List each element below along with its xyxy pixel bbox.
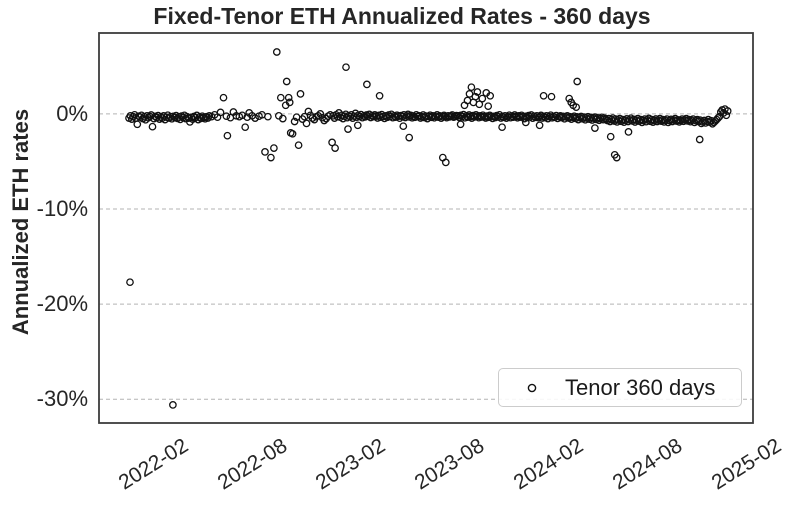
- data-point: [270, 144, 278, 152]
- plot-border: [98, 32, 754, 424]
- data-point: [314, 111, 323, 120]
- data-point: [695, 135, 704, 144]
- data-point: [714, 114, 722, 122]
- data-point: [715, 112, 724, 121]
- data-point: [241, 123, 250, 132]
- data-point: [296, 90, 305, 98]
- data-point: [599, 115, 608, 124]
- data-point: [328, 138, 336, 147]
- data-point: [353, 121, 362, 130]
- data-point: [539, 91, 548, 100]
- data-point: [624, 128, 633, 136]
- data-point: [284, 93, 293, 102]
- data-point: [169, 401, 177, 409]
- data-point: [547, 92, 556, 101]
- data-point: [344, 125, 352, 133]
- y-tick-label: -20%: [36, 291, 88, 317]
- data-point: [471, 92, 480, 101]
- data-point: [723, 107, 732, 115]
- data-point: [133, 120, 142, 129]
- legend: Tenor 360 days: [498, 368, 742, 407]
- data-point: [565, 94, 574, 103]
- legend-open-circle-icon: [527, 383, 537, 392]
- data-point: [238, 111, 247, 120]
- data-point: [251, 114, 259, 122]
- data-point: [276, 93, 285, 102]
- data-point: [331, 144, 339, 152]
- data-point: [272, 48, 281, 56]
- data-point: [498, 123, 506, 132]
- y-tick-label: -30%: [36, 386, 88, 412]
- data-point: [302, 119, 311, 128]
- data-point: [465, 90, 474, 98]
- data-point: [478, 94, 487, 103]
- data-point: [606, 132, 615, 141]
- data-point: [441, 158, 450, 167]
- chart-title: Fixed-Tenor ETH Annualized Rates - 360 d…: [153, 3, 651, 29]
- data-point: [612, 153, 621, 162]
- data-point: [282, 77, 291, 86]
- data-point: [148, 122, 157, 131]
- data-point: [264, 112, 272, 121]
- data-point: [535, 121, 544, 130]
- data-point: [486, 91, 495, 100]
- data-point: [145, 112, 154, 121]
- data-point: [294, 141, 303, 150]
- data-point: [304, 107, 313, 116]
- data-point: [484, 102, 493, 111]
- data-point: [363, 80, 371, 89]
- data-point: [454, 111, 462, 120]
- data-point: [216, 108, 225, 117]
- data-point: [342, 63, 350, 72]
- data-point: [405, 133, 414, 142]
- data-point: [375, 91, 384, 100]
- data-point: [573, 77, 582, 86]
- y-tick-label: 0%: [56, 100, 88, 126]
- data-point: [278, 114, 287, 123]
- data-point: [722, 111, 731, 120]
- data-point: [222, 112, 231, 121]
- data-point: [290, 117, 299, 126]
- data-point: [591, 124, 599, 132]
- data-point: [456, 120, 465, 129]
- data-point: [320, 116, 329, 125]
- data-point: [572, 103, 581, 112]
- data-point: [399, 122, 408, 131]
- data-point: [126, 278, 134, 287]
- data-point: [261, 148, 269, 156]
- data-point: [288, 129, 297, 138]
- data-point: [475, 100, 484, 109]
- legend-label: Tenor 360 days: [565, 374, 716, 400]
- y-tick-label: -10%: [36, 195, 88, 221]
- data-point: [223, 131, 232, 140]
- data-point: [467, 83, 476, 92]
- data-point: [316, 110, 325, 118]
- data-point: [219, 93, 228, 102]
- data-point: [243, 113, 252, 122]
- data-point: [285, 98, 294, 107]
- data-point: [267, 153, 275, 162]
- data-point: [473, 88, 482, 96]
